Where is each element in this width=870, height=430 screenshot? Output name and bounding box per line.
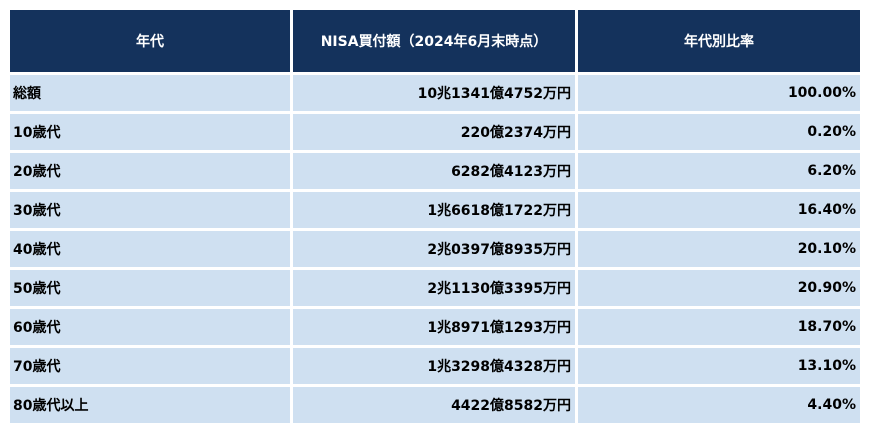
amount-cell: 2兆1130億3395万円 [293, 270, 575, 306]
age-cell: 10歳代 [10, 114, 290, 150]
age-cell: 60歳代 [10, 309, 290, 345]
amount-cell: 1兆6618億1722万円 [293, 192, 575, 228]
amount-cell: 2兆0397億8935万円 [293, 231, 575, 267]
age-cell: 20歳代 [10, 153, 290, 189]
amount-cell: 1兆8971億1293万円 [293, 309, 575, 345]
header-cell: 年代 [10, 10, 290, 72]
ratio-cell: 0.20% [578, 114, 860, 150]
ratio-cell: 20.10% [578, 231, 860, 267]
ratio-cell: 4.40% [578, 387, 860, 423]
age-cell: 80歳代以上 [10, 387, 290, 423]
ratio-cell: 6.20% [578, 153, 860, 189]
ratio-cell: 20.90% [578, 270, 860, 306]
ratio-cell: 16.40% [578, 192, 860, 228]
amount-cell: 6282億4123万円 [293, 153, 575, 189]
amount-cell: 4422億8582万円 [293, 387, 575, 423]
amount-cell: 1兆3298億4328万円 [293, 348, 575, 384]
header-cell: 年代別比率 [578, 10, 860, 72]
header-cell: NISA買付額（2024年6月末時点） [293, 10, 575, 72]
age-cell: 70歳代 [10, 348, 290, 384]
age-cell: 50歳代 [10, 270, 290, 306]
age-cell: 40歳代 [10, 231, 290, 267]
age-cell: 30歳代 [10, 192, 290, 228]
amount-cell: 10兆1341億4752万円 [293, 75, 575, 111]
ratio-cell: 18.70% [578, 309, 860, 345]
ratio-cell: 100.00% [578, 75, 860, 111]
amount-cell: 220億2374万円 [293, 114, 575, 150]
ratio-cell: 13.10% [578, 348, 860, 384]
age-cell: 総額 [10, 75, 290, 111]
